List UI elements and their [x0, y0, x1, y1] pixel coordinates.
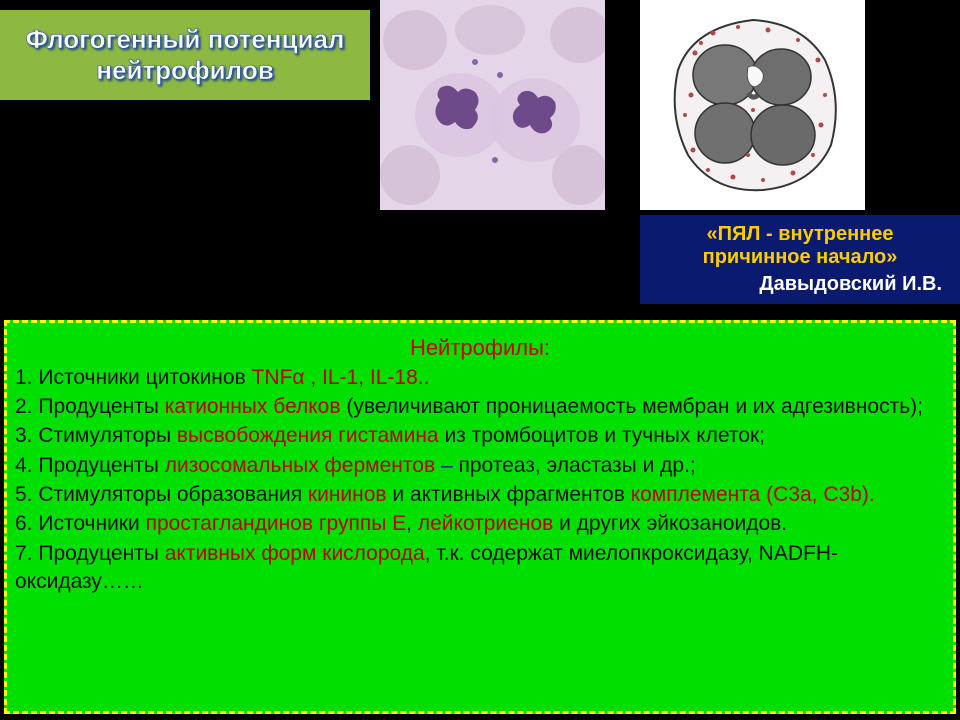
content-item-5: 5. Стимуляторы образования кининов и акт…	[15, 481, 945, 509]
item5-mid: и активных фрагментов	[387, 483, 631, 506]
content-header: Нейтрофилы:	[15, 333, 945, 363]
item4-suffix: протеаз, эластазы и др.;	[458, 454, 695, 477]
item6-mid: ,	[406, 512, 418, 535]
content-item-3: 3. Стимуляторы высвобождения гистамина и…	[15, 422, 945, 450]
title-banner: Флогогенный потенциал нейтрофилов	[0, 10, 370, 100]
item6-suffix: и других эйкозаноидов.	[559, 512, 787, 535]
item4-prefix: 4. Продуценты	[15, 454, 165, 477]
content-item-1: 1. Источники цитокинов TNFα , IL-1, IL-1…	[15, 364, 945, 392]
quote-line2: причинное начало»	[650, 246, 950, 269]
item6-prefix: 6. Источники	[15, 512, 146, 535]
item3-red: высвобождения гистамина	[177, 424, 445, 447]
item7-red: активных форм кислорода	[165, 542, 425, 565]
item2-red: катионных белков	[165, 395, 347, 418]
item3-prefix: 3. Стимуляторы	[15, 424, 177, 447]
item4-red: лизосомальных ферментов	[165, 454, 441, 477]
content-panel: Нейтрофилы: 1. Источники цитокинов TNFα …	[4, 320, 956, 714]
content-item-6: 6. Источники простагландинов группы Е, л…	[15, 510, 945, 538]
item3-suffix: из тромбоцитов и тучных клеток;	[444, 424, 765, 447]
item4-blue: –	[441, 454, 459, 477]
content-item-2: 2. Продуценты катионных белков (увеличив…	[15, 393, 945, 421]
item2-suffix: (увеличивают проницаемость мембран и их …	[346, 395, 923, 418]
content-item-7: 7. Продуценты активных форм кислорода, т…	[15, 540, 945, 597]
item5-red: кининов	[308, 483, 387, 506]
item6-red3: лейкотриенов	[418, 512, 559, 535]
item6-red: простагландинов группы Е	[146, 512, 407, 535]
cell-drawing	[640, 0, 865, 210]
item1-prefix: 1. Источники цитокинов	[15, 366, 252, 389]
title-line1: Флогогенный потенциал	[26, 24, 345, 55]
quote-box: «ПЯЛ - внутреннее причинное начало» Давы…	[640, 215, 960, 304]
quote-author: Давыдовский И.В.	[650, 273, 950, 296]
title-line2: нейтрофилов	[96, 55, 273, 86]
item2-prefix: 2. Продуценты	[15, 395, 165, 418]
item5-prefix: 5. Стимуляторы образования	[15, 483, 308, 506]
microscopy-image	[380, 0, 605, 210]
content-item-4: 4. Продуценты лизосомальных ферментов – …	[15, 452, 945, 480]
quote-line1: «ПЯЛ - внутреннее	[650, 223, 950, 246]
item1-red: TNFα , IL-1, IL-18..	[252, 366, 430, 389]
item5-red2: комплемента (С3a, C3b).	[631, 483, 875, 506]
item7-prefix: 7. Продуценты	[15, 542, 165, 565]
